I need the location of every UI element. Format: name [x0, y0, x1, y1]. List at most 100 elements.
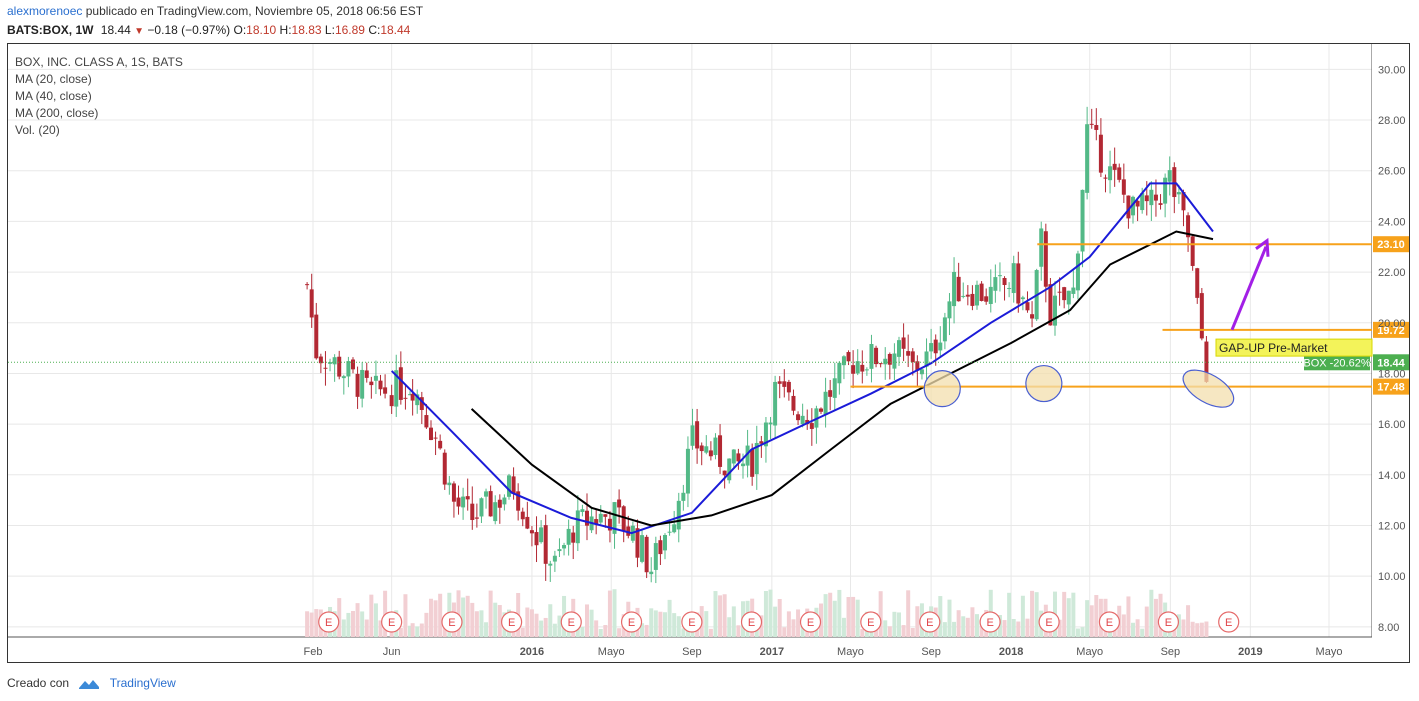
volume-bar [718, 595, 723, 637]
candle-body [750, 449, 755, 477]
candle-body [860, 364, 865, 372]
volume-bar [975, 614, 980, 637]
candle-body [662, 535, 667, 551]
high-label: H: [279, 23, 292, 37]
candle-body [796, 414, 801, 421]
low-value: 16.89 [334, 23, 365, 37]
legend-ma20[interactable]: MA (20, close) [15, 72, 92, 86]
candle-body [685, 448, 690, 494]
volume-bar [997, 615, 1002, 637]
candle-body [566, 528, 571, 545]
volume-bar [759, 615, 764, 637]
x-tick-label: 2019 [1238, 646, 1262, 658]
candle-body [433, 437, 438, 439]
volume-bar [644, 624, 649, 637]
x-tick-label: 2016 [520, 646, 544, 658]
volume-bar [511, 627, 516, 637]
legend-ma40[interactable]: MA (40, close) [15, 89, 92, 103]
volume-bar [1020, 595, 1025, 637]
candle-body [516, 491, 521, 511]
earnings-marker-icon [501, 611, 523, 633]
created-with-label: Creado con [7, 676, 70, 690]
y-tick-label: 8.00 [1378, 622, 1399, 634]
candle-body [933, 339, 938, 354]
candle-body [1075, 253, 1080, 291]
last-price-box-label: BOX -20.62% [1303, 357, 1370, 369]
volume-bar [910, 628, 915, 637]
volume-bar [1075, 628, 1080, 637]
volume-bar [497, 605, 502, 637]
earnings-marker-icon [919, 611, 941, 633]
candle-body [355, 373, 360, 397]
earnings-marker-icon [740, 611, 763, 633]
legend-volume[interactable]: Vol. (20) [15, 123, 60, 137]
close-value: 18.44 [380, 23, 411, 37]
volume-bar [456, 590, 461, 637]
volume-bar [424, 612, 429, 637]
x-tick-label: Mayo [1076, 646, 1103, 658]
volume-bar [337, 598, 342, 637]
candle-body [718, 435, 723, 467]
y-axis-bg [1372, 44, 1409, 662]
volume-bar [768, 589, 773, 637]
volume-bar [346, 612, 351, 637]
volume-bar [1034, 592, 1039, 637]
gap-up-box [1215, 338, 1373, 357]
candle-body [497, 499, 502, 508]
volume-bar [846, 597, 851, 637]
volume-bar [901, 625, 906, 637]
volume-bar [947, 599, 952, 637]
support-ellipse [1025, 364, 1063, 403]
volume-bar [1121, 614, 1126, 637]
tradingview-logo-icon [79, 679, 100, 689]
candle-body [672, 524, 677, 533]
candle-body [328, 362, 333, 364]
candle-body [819, 408, 823, 412]
author-link[interactable]: alexmorenoec [7, 4, 83, 18]
volume-bar [617, 628, 622, 637]
candle-body [704, 446, 709, 453]
candle-body [543, 525, 548, 564]
x-tick-label: Mayo [598, 646, 625, 658]
x-tick-label: Mayo [1316, 646, 1343, 658]
candle-body [398, 367, 403, 400]
candle-body [988, 286, 993, 305]
volume-bar [309, 612, 314, 637]
candle-body [484, 491, 489, 497]
chart-frame [7, 43, 1410, 663]
candle-body [1117, 167, 1122, 180]
footer: Creado con TradingView [7, 676, 176, 690]
candle-body [552, 555, 557, 562]
candle-body [332, 357, 337, 365]
tradingview-link[interactable]: TradingView [109, 676, 176, 690]
volume-bar [653, 610, 658, 637]
candle-body [878, 363, 883, 365]
symbol-label: BATS:BOX, 1W [7, 23, 94, 37]
volume-bar [305, 611, 310, 637]
candle-body [456, 497, 461, 507]
candle-body [383, 387, 388, 394]
legend-ma200[interactable]: MA (200, close) [15, 106, 99, 120]
candle-body [428, 427, 433, 441]
candle-body [640, 535, 645, 562]
volume-bar [727, 617, 732, 637]
candle-body [1149, 189, 1154, 206]
candle-body [314, 314, 319, 359]
candle-body [1195, 268, 1200, 298]
candle-body [942, 317, 947, 342]
candle-body [883, 358, 888, 365]
volume-bar [713, 591, 718, 637]
candle-body [318, 356, 323, 364]
candle-body [1181, 192, 1186, 211]
price-chart[interactable]: 23.10 19.72 17.48 BOX -20.62% 18.44 GAP-UP Pr… [8, 44, 1409, 662]
candle-body [1190, 236, 1195, 266]
volume-bar [1204, 621, 1209, 637]
candle-body [1135, 200, 1140, 207]
earnings-marker-icon [381, 611, 403, 633]
candle-body [548, 563, 553, 566]
candle-body [451, 483, 456, 502]
volume-bar [906, 590, 911, 637]
volume-bar [1131, 622, 1136, 637]
candle-body [1011, 263, 1016, 294]
volume-bar [1002, 620, 1007, 637]
